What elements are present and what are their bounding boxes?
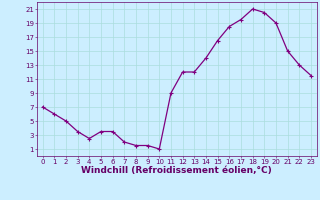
X-axis label: Windchill (Refroidissement éolien,°C): Windchill (Refroidissement éolien,°C) (81, 166, 272, 175)
